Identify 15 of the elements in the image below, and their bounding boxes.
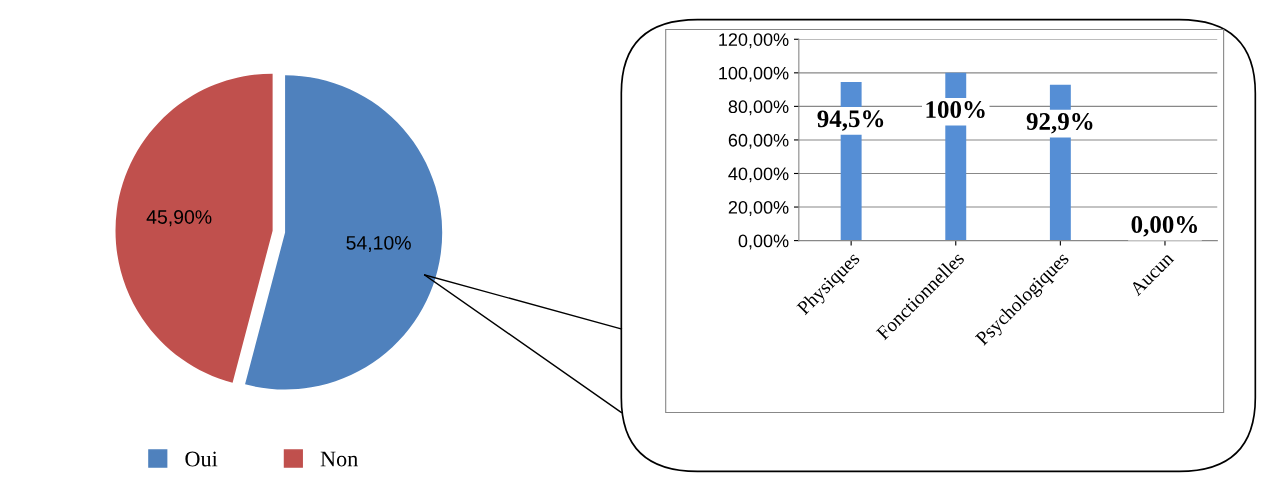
data-label: 100%	[926, 101, 985, 119]
y-tick-label: 80,00%	[728, 100, 789, 116]
data-label: 94,5%	[817, 110, 884, 131]
legend-label: Non	[320, 451, 358, 467]
data-label: 92,9%	[1026, 113, 1093, 134]
y-tick-label: 20,00%	[728, 200, 789, 216]
y-tick-label: 0,00%	[738, 234, 789, 250]
y-tick-label: 100,00%	[719, 66, 789, 82]
y-tick-label: 120,00%	[719, 33, 789, 49]
data-label: 54,10%	[346, 235, 411, 253]
legend-label: Oui	[185, 451, 218, 467]
data-label: 45,90%	[146, 210, 212, 227]
y-tick-label: 40,00%	[728, 167, 789, 183]
y-tick-label: 60,00%	[728, 133, 789, 149]
data-label: 0,00%	[1131, 216, 1198, 237]
